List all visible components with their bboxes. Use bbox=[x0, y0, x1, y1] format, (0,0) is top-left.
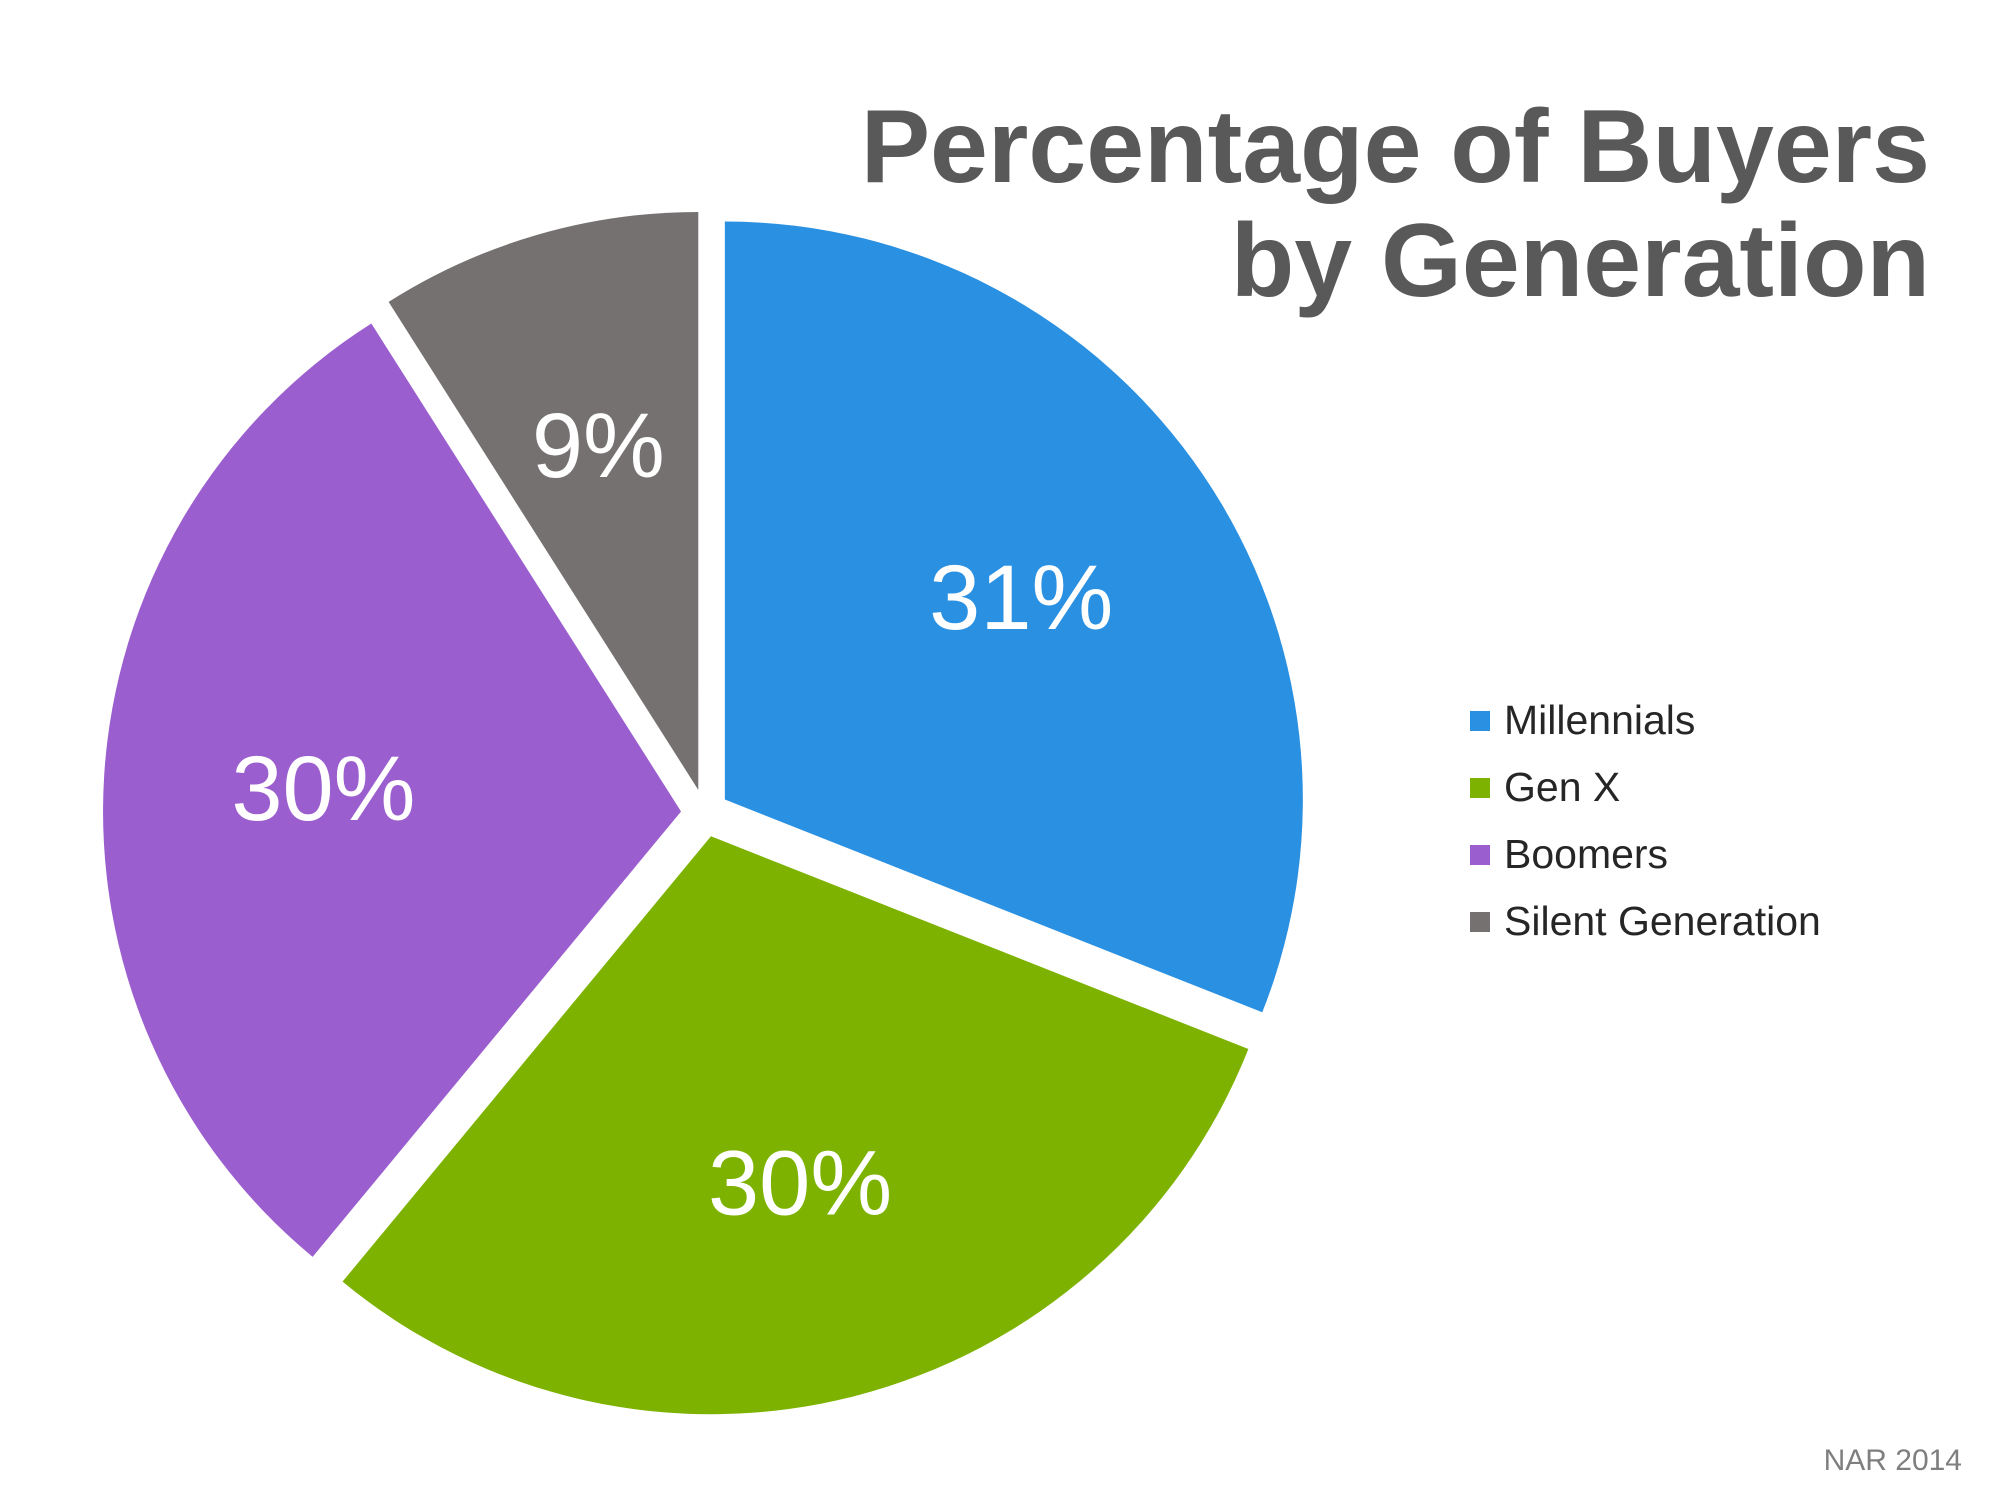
legend-swatch-boomers bbox=[1470, 844, 1490, 865]
legend-label-boomers: Boomers bbox=[1504, 831, 1669, 877]
pie-slice-silent-generation bbox=[388, 211, 699, 790]
legend-swatch-silent-generation bbox=[1470, 911, 1490, 932]
pie-slice-millennials bbox=[724, 221, 1303, 1013]
data-label-millennials: 31% bbox=[929, 547, 1113, 649]
legend-item-boomers: Boomers bbox=[1470, 821, 1821, 888]
legend-swatch-millennials bbox=[1470, 710, 1490, 731]
chart-legend: Millennials Gen X Boomers Silent Generat… bbox=[1470, 687, 1821, 955]
chart-title: Percentage of Buyers by Generation bbox=[861, 90, 1930, 319]
legend-swatch-gen-x bbox=[1470, 777, 1490, 798]
pie-slice-gen-x bbox=[342, 836, 1249, 1415]
pie-slice-boomers bbox=[103, 323, 682, 1257]
data-label-boomers: 30% bbox=[231, 738, 415, 840]
legend-item-silent-generation: Silent Generation bbox=[1470, 888, 1821, 955]
legend-label-millennials: Millennials bbox=[1504, 697, 1696, 743]
data-label-gen-x: 30% bbox=[708, 1132, 892, 1234]
chart-title-line-2: by Generation bbox=[1230, 203, 1930, 320]
legend-item-gen-x: Gen X bbox=[1470, 754, 1821, 821]
legend-label-silent-generation: Silent Generation bbox=[1504, 898, 1821, 944]
legend-label-gen-x: Gen X bbox=[1504, 764, 1621, 810]
legend-item-millennials: Millennials bbox=[1470, 687, 1821, 754]
source-note: NAR 2014 bbox=[1823, 1444, 1962, 1477]
chart-title-line-1: Percentage of Buyers bbox=[860, 89, 1930, 205]
data-label-silent-generation: 9% bbox=[532, 395, 665, 497]
